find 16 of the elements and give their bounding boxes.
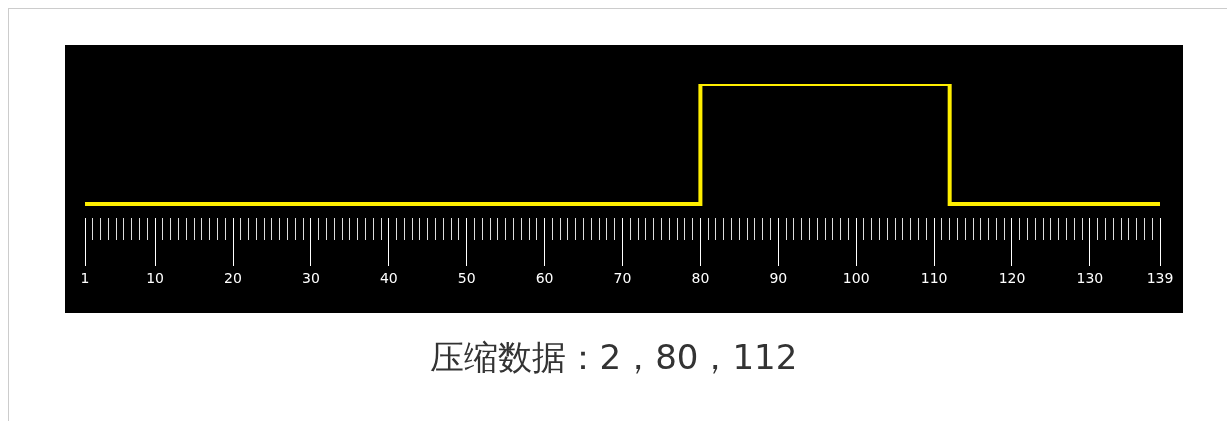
- x-tick-label: 90: [769, 269, 788, 286]
- x-tick-label: 1: [80, 269, 90, 286]
- x-tick-label: 20: [224, 269, 242, 286]
- x-tick-label: 30: [302, 269, 320, 286]
- x-tick-label: 10: [146, 269, 165, 286]
- x-tick-label: 70: [613, 269, 632, 286]
- x-tick-label: 40: [379, 269, 398, 286]
- x-tick-label: 130: [1076, 269, 1104, 286]
- x-tick-label: 50: [457, 269, 476, 286]
- x-tick-label: 139: [1146, 269, 1174, 286]
- x-tick-label: 100: [842, 269, 870, 286]
- text: 压缩数据：2，80，112: [428, 336, 799, 379]
- x-tick-label: 110: [920, 269, 948, 286]
- x-tick-label: 80: [691, 269, 710, 286]
- x-tick-label: 60: [535, 269, 554, 286]
- x-tick-label: 120: [998, 269, 1026, 286]
